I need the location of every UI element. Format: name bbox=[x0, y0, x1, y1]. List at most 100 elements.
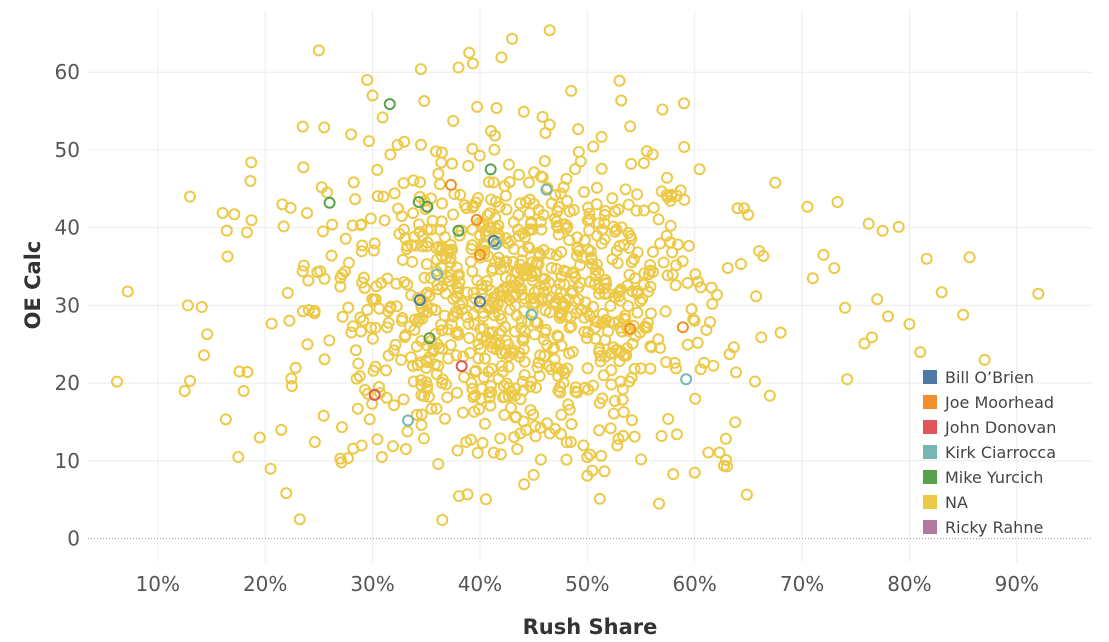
x-axis-ticks: 10% 20% 30% 40% 50% 60% 70% 80% 90% bbox=[136, 572, 1039, 596]
point-na bbox=[452, 61, 465, 74]
point-mike-yurcich bbox=[452, 224, 465, 237]
point-na bbox=[346, 219, 359, 232]
point-na bbox=[535, 223, 548, 236]
point-na bbox=[281, 286, 294, 299]
point-na bbox=[602, 325, 615, 338]
point-na bbox=[892, 220, 905, 233]
point-na bbox=[430, 241, 443, 254]
point-na bbox=[578, 325, 591, 338]
point-na bbox=[566, 284, 579, 297]
point-na bbox=[495, 51, 508, 64]
point-na bbox=[512, 229, 525, 242]
point-na bbox=[719, 432, 732, 445]
point-na bbox=[368, 237, 381, 250]
point-na bbox=[364, 321, 377, 334]
point-na bbox=[345, 128, 358, 141]
point-na bbox=[522, 176, 535, 189]
point-na bbox=[384, 300, 397, 313]
point-na bbox=[652, 333, 665, 346]
point-na bbox=[414, 138, 427, 151]
point-na bbox=[464, 433, 477, 446]
point-na bbox=[380, 364, 393, 377]
point-na bbox=[445, 318, 458, 331]
point-na bbox=[220, 224, 233, 237]
point-na bbox=[514, 427, 527, 440]
point-na bbox=[549, 423, 562, 436]
point-na bbox=[504, 401, 517, 414]
point-na bbox=[430, 145, 443, 158]
point-na bbox=[323, 334, 336, 347]
point-na bbox=[399, 443, 412, 456]
point-na bbox=[530, 381, 543, 394]
point-na bbox=[518, 478, 531, 491]
point-na bbox=[617, 429, 630, 442]
point-na bbox=[613, 74, 626, 87]
point-na bbox=[750, 290, 763, 303]
point-na bbox=[415, 418, 428, 431]
point-na bbox=[526, 274, 539, 287]
point-na bbox=[596, 307, 609, 320]
point-na bbox=[620, 349, 633, 362]
point-joe-moorhead bbox=[676, 321, 689, 334]
legend-swatch bbox=[923, 370, 937, 384]
point-na bbox=[755, 331, 768, 344]
point-na bbox=[562, 398, 575, 411]
legend-label: NA bbox=[945, 493, 968, 512]
point-na bbox=[481, 249, 494, 262]
point-na bbox=[763, 389, 776, 402]
point-na bbox=[631, 285, 644, 298]
point-na bbox=[517, 415, 530, 428]
point-na bbox=[609, 205, 622, 218]
point-na bbox=[528, 328, 541, 341]
point-na bbox=[362, 135, 375, 148]
point-na bbox=[297, 305, 310, 318]
point-na bbox=[543, 306, 556, 319]
point-na bbox=[318, 121, 331, 134]
point-mike-yurcich bbox=[421, 200, 434, 213]
point-na bbox=[629, 272, 642, 285]
point-na bbox=[590, 181, 603, 194]
point-na bbox=[671, 238, 684, 251]
point-na bbox=[654, 341, 667, 354]
point-na bbox=[415, 334, 428, 347]
point-na bbox=[689, 392, 702, 405]
point-na bbox=[592, 217, 605, 230]
point-na bbox=[397, 393, 410, 406]
point-na bbox=[121, 285, 134, 298]
point-na bbox=[717, 459, 730, 472]
point-na bbox=[550, 262, 563, 275]
point-na bbox=[635, 453, 648, 466]
point-na bbox=[418, 194, 431, 207]
point-na bbox=[451, 386, 464, 399]
point-na bbox=[963, 251, 976, 264]
point-na bbox=[564, 435, 577, 448]
data-points bbox=[110, 24, 1045, 527]
point-na bbox=[435, 324, 448, 337]
point-na bbox=[625, 157, 638, 170]
legend-label: John Donovan bbox=[944, 418, 1056, 437]
point-na bbox=[253, 431, 266, 444]
point-na bbox=[335, 456, 348, 469]
point-na bbox=[436, 377, 449, 390]
point-na bbox=[441, 271, 454, 284]
point-na bbox=[435, 146, 448, 159]
point-na bbox=[563, 403, 576, 416]
point-na bbox=[366, 89, 379, 102]
y-tick-label: 0 bbox=[67, 527, 80, 551]
y-axis-ticks: 0 10 20 30 40 50 60 bbox=[55, 60, 80, 550]
point-mike-yurcich bbox=[423, 332, 436, 345]
point-na bbox=[354, 311, 367, 324]
point-na bbox=[490, 102, 503, 115]
point-na bbox=[471, 446, 484, 459]
point-na bbox=[447, 114, 460, 127]
point-na bbox=[476, 436, 489, 449]
point-joe-moorhead bbox=[624, 322, 637, 335]
point-na bbox=[241, 366, 254, 379]
point-na bbox=[581, 214, 594, 227]
point-na bbox=[447, 310, 460, 323]
point-na bbox=[644, 362, 657, 375]
point-na bbox=[561, 362, 574, 375]
point-na bbox=[580, 332, 593, 345]
point-na bbox=[483, 386, 496, 399]
